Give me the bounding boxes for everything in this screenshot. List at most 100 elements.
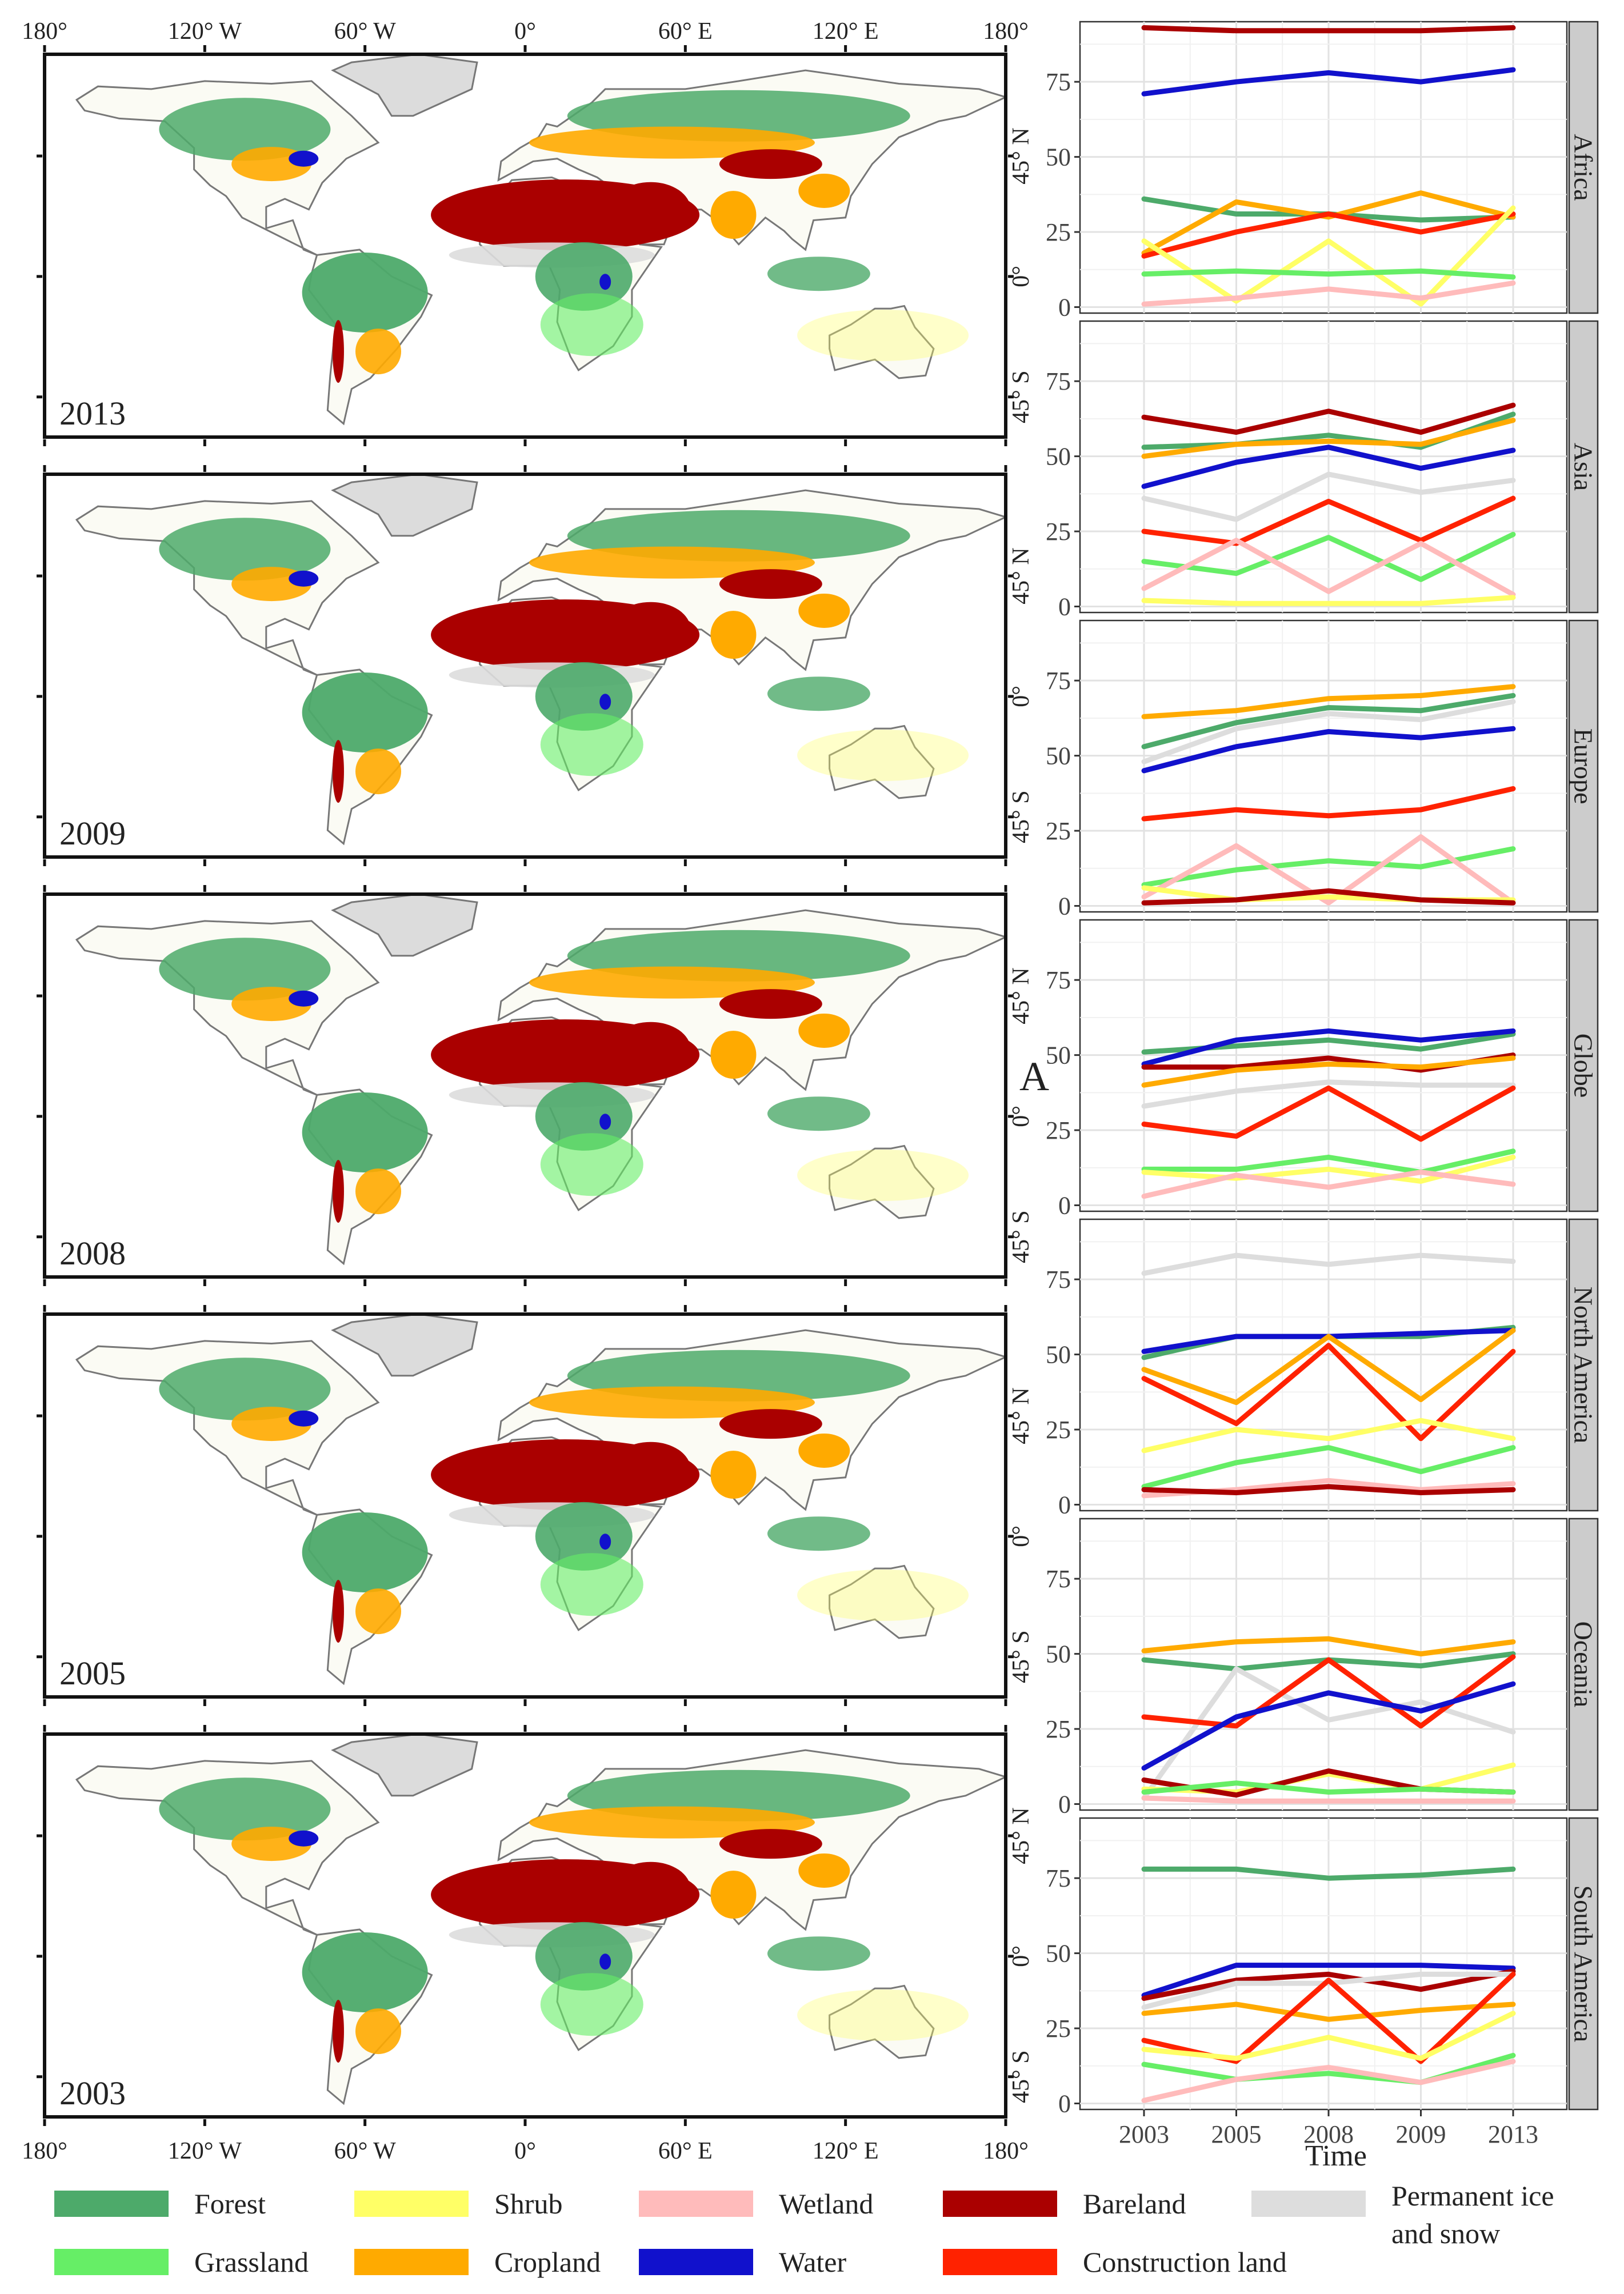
lon-label-bottom: 180° [983, 2138, 1029, 2164]
y-tick-label: 0 [1058, 1191, 1071, 1219]
series-line-wetland [1141, 280, 1516, 307]
series-line-water [1141, 1681, 1516, 1771]
map-frame [43, 53, 1007, 439]
series-line-permanent-ice-and-snow [1141, 699, 1516, 764]
series-line-shrub [1141, 1154, 1516, 1184]
y-tick-label: 25 [1046, 2015, 1071, 2043]
y-tick-label: 75 [1046, 1864, 1071, 1892]
y-tick-label: 50 [1046, 742, 1071, 770]
lat-label: 45° N [1008, 1387, 1034, 1444]
y-tick-label: 75 [1046, 1565, 1071, 1593]
facet-plot-area [1079, 21, 1568, 314]
bareland-region [610, 1022, 691, 1077]
series-line-bareland [1141, 1968, 1516, 2001]
y-tick-label: 50 [1046, 1042, 1071, 1070]
grassland-region [540, 1973, 643, 2036]
y-tick-label: 50 [1046, 443, 1071, 471]
lat-label: 45° N [1008, 1807, 1034, 1864]
cropland-region [529, 1386, 815, 1419]
cropland-region [529, 126, 815, 159]
series-line-grassland [1141, 268, 1516, 280]
series-line-cropland [1141, 684, 1516, 719]
series-line-bareland [1141, 25, 1516, 34]
legend-swatch [639, 2249, 753, 2275]
facet-line-charts: 0 25 50 75 Africa 0 25 50 75 Asia 0 25 50 75 Europe 0 25… [1046, 21, 1599, 2148]
series-line-wetland [1141, 538, 1516, 597]
series-line-wetland [1141, 1795, 1516, 1804]
y-tick-label: 25 [1046, 1116, 1071, 1144]
series-line-forest [1141, 1866, 1516, 1881]
facet-strip [1568, 21, 1599, 314]
y-tick-label: 0 [1058, 1790, 1071, 1818]
y-tick-label: 25 [1046, 1416, 1071, 1444]
bareland-region [332, 1580, 344, 1643]
map-year-label: 2008 [59, 1235, 126, 1272]
facet-europe: 0 25 50 75 Europe [1046, 619, 1599, 920]
cropland-region [529, 546, 815, 579]
y-tick-label: 50 [1046, 1341, 1071, 1369]
series-line-permanent-ice-and-snow [1141, 1079, 1516, 1109]
facet-strip [1568, 320, 1599, 614]
series-line-water [1141, 445, 1516, 489]
water-region [289, 150, 319, 167]
shrub-region [797, 1149, 969, 1201]
series-line-bareland [1141, 888, 1516, 906]
continent-greenland [331, 1314, 478, 1377]
cropland-region [710, 1031, 757, 1079]
forest-region [159, 1777, 331, 1841]
lon-label-bottom: 120° W [168, 2138, 242, 2164]
facet-strip [1568, 1817, 1599, 2111]
bareland-region [719, 1829, 822, 1859]
legend-swatch [354, 2191, 469, 2217]
y-tick-label: 75 [1046, 966, 1071, 994]
legend-item-construction-land: Construction land [943, 2246, 1287, 2278]
forest-region [767, 1516, 870, 1551]
continent-australia [829, 724, 935, 799]
y-tick-label: 25 [1046, 1715, 1071, 1743]
y-tick-label: 50 [1046, 143, 1071, 171]
lon-label-bottom: 180° [22, 2138, 67, 2164]
bareland-region [332, 740, 344, 803]
series-line-shrub [1141, 2011, 1516, 2061]
bareland-region [332, 2000, 344, 2063]
forest-region [535, 662, 633, 731]
y-tick-label: 25 [1046, 518, 1071, 546]
legend-label: Wetland [779, 2188, 873, 2220]
lon-label-top: 120° E [813, 18, 879, 45]
series-line-grassland [1141, 531, 1516, 582]
grassland-region [540, 293, 643, 357]
series-line-wetland [1141, 2059, 1516, 2103]
legend-label: Water [779, 2246, 846, 2278]
bareland-region [719, 569, 822, 599]
lat-label: 0° [1008, 686, 1034, 707]
facet-label: North America [1569, 1287, 1598, 1444]
facet-label: Europe [1569, 728, 1598, 804]
lon-label-top: 180° [22, 18, 67, 45]
continent-australia [829, 1144, 935, 1219]
forest-region [159, 98, 331, 161]
legend-item-wetland: Wetland [639, 2188, 873, 2220]
cropland-region [529, 1806, 815, 1839]
facet-label: Oceania [1569, 1622, 1598, 1708]
map-land [75, 54, 1006, 426]
lon-label-bottom: 60° W [334, 2138, 397, 2164]
series-line-grassland [1141, 1780, 1516, 1795]
series-line-water [1141, 1028, 1516, 1067]
series-line-bareland [1141, 402, 1516, 435]
map-panel: 45° N 0° 45° S 2008 [37, 885, 1034, 1286]
bareland-region [610, 1442, 691, 1497]
forest-region [159, 518, 331, 581]
lat-label: 45° N [1008, 547, 1034, 604]
legend-item-bareland: Bareland [943, 2188, 1186, 2220]
map-land [75, 474, 1006, 846]
lon-label-top: 60° W [334, 18, 397, 45]
forest-region [302, 672, 428, 752]
facet-label: South America [1569, 1885, 1598, 2043]
lat-label: 0° [1008, 1106, 1034, 1127]
continent-greenland [331, 1734, 478, 1797]
continent-australia [829, 305, 935, 379]
series-line-construction-land [1141, 1343, 1516, 1442]
facet-label: Asia [1569, 443, 1598, 491]
cropland-region [355, 1588, 402, 1635]
